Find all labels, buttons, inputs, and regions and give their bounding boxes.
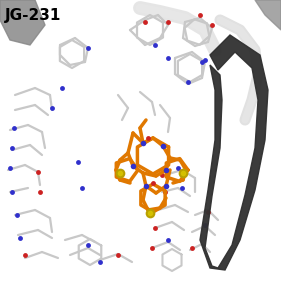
Polygon shape [200, 35, 268, 270]
Polygon shape [0, 0, 45, 45]
Polygon shape [255, 0, 281, 30]
Text: JG-231: JG-231 [5, 8, 61, 23]
